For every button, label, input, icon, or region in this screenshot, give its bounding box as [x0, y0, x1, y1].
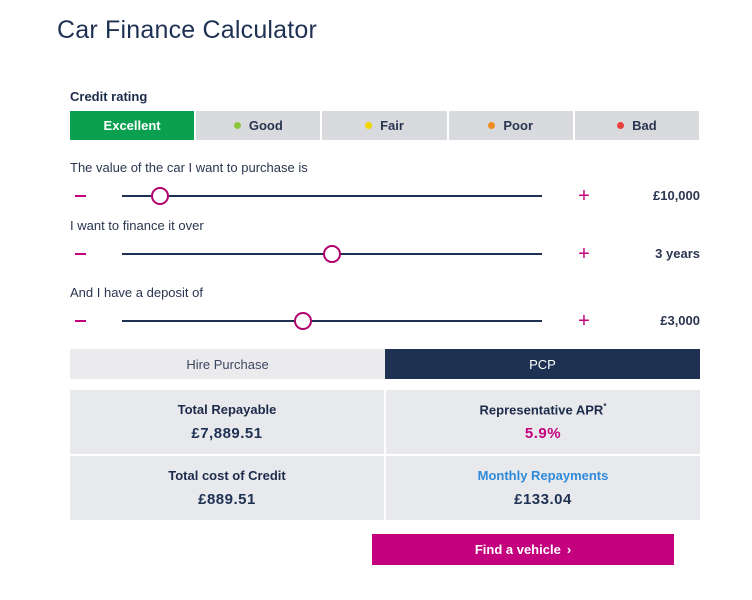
- deposit-amount: £3,000: [660, 313, 700, 328]
- yellow-dot-icon: [365, 122, 373, 129]
- term-slider-row: + 3 years: [70, 242, 700, 266]
- deposit-slider-thumb[interactable]: [293, 312, 312, 330]
- green-dot-icon: [233, 122, 241, 129]
- deposit-label: And I have a deposit of: [70, 285, 203, 300]
- tab-hire-purchase[interactable]: Hire Purchase: [70, 349, 385, 379]
- credit-option-bad[interactable]: Bad: [574, 111, 700, 140]
- credit-option-good[interactable]: Good: [196, 111, 321, 140]
- term-slider-track[interactable]: [122, 245, 542, 263]
- credit-option-label: Good: [248, 118, 283, 133]
- minus-icon: [74, 195, 86, 197]
- total-cost-cell: Total cost of Credit £889.51: [70, 456, 384, 520]
- page-title: Car Finance Calculator: [57, 16, 318, 44]
- term-slider-thumb[interactable]: [323, 245, 341, 263]
- monthly-cell: Monthly Repayments £133.04: [386, 456, 700, 520]
- deposit-slider-row: + £3,000: [70, 309, 700, 333]
- car-value-amount: £10,000: [653, 188, 700, 203]
- deposit-slider-track[interactable]: [122, 312, 542, 330]
- total-repayable-cell: Total Repayable £7,889.51: [70, 390, 384, 454]
- apr-footnote-marker: *: [603, 401, 607, 411]
- monthly-repayments-value: £133.04: [514, 491, 572, 508]
- total-cost-value: £889.51: [198, 491, 256, 508]
- monthly-repayments-link[interactable]: Monthly Repayments: [477, 468, 609, 483]
- find-vehicle-button[interactable]: Find a vehicle ›: [372, 534, 674, 565]
- minus-icon: [74, 253, 86, 255]
- car-value-increase-button[interactable]: +: [578, 185, 590, 207]
- term-amount: 3 years: [655, 246, 700, 261]
- credit-option-label: Excellent: [103, 118, 161, 133]
- deposit-increase-button[interactable]: +: [578, 310, 590, 332]
- chevron-right-icon: ›: [566, 542, 572, 557]
- credit-option-label: Poor: [503, 118, 534, 133]
- term-label: I want to finance it over: [70, 218, 204, 233]
- orange-dot-icon: [488, 122, 496, 129]
- credit-rating-selector: Excellent Good Fair Poor Bad: [70, 111, 700, 140]
- apr-cell: Representative APR* 5.9%: [386, 390, 700, 454]
- apr-label: Representative APR*: [480, 402, 607, 417]
- car-value-slider-row: + £10,000: [70, 184, 700, 208]
- credit-option-label: Bad: [632, 118, 657, 133]
- apr-label-text: Representative APR: [479, 402, 604, 418]
- finance-type-tabs: Hire Purchase PCP: [70, 349, 700, 379]
- total-repayable-label: Total Repayable: [177, 402, 277, 417]
- minus-icon: [74, 320, 86, 322]
- credit-option-poor[interactable]: Poor: [448, 111, 573, 140]
- credit-rating-label: Credit rating: [70, 89, 148, 104]
- find-vehicle-label: Find a vehicle: [474, 542, 561, 557]
- total-repayable-value: £7,889.51: [191, 425, 263, 442]
- car-value-decrease-button[interactable]: [72, 184, 88, 208]
- red-dot-icon: [617, 122, 625, 129]
- term-increase-button[interactable]: +: [578, 243, 590, 265]
- credit-option-fair[interactable]: Fair: [322, 111, 447, 140]
- credit-option-label: Fair: [380, 118, 404, 133]
- credit-option-excellent[interactable]: Excellent: [70, 111, 195, 140]
- apr-value: 5.9%: [524, 425, 562, 443]
- tab-pcp[interactable]: PCP: [385, 349, 700, 379]
- deposit-decrease-button[interactable]: [72, 309, 88, 333]
- car-value-slider-track[interactable]: [122, 187, 542, 205]
- total-cost-label: Total cost of Credit: [168, 468, 286, 483]
- car-value-slider-thumb[interactable]: [150, 187, 169, 205]
- car-value-label: The value of the car I want to purchase …: [70, 160, 308, 175]
- results-grid: Total Repayable £7,889.51 Representative…: [70, 390, 700, 520]
- term-decrease-button[interactable]: [72, 242, 88, 266]
